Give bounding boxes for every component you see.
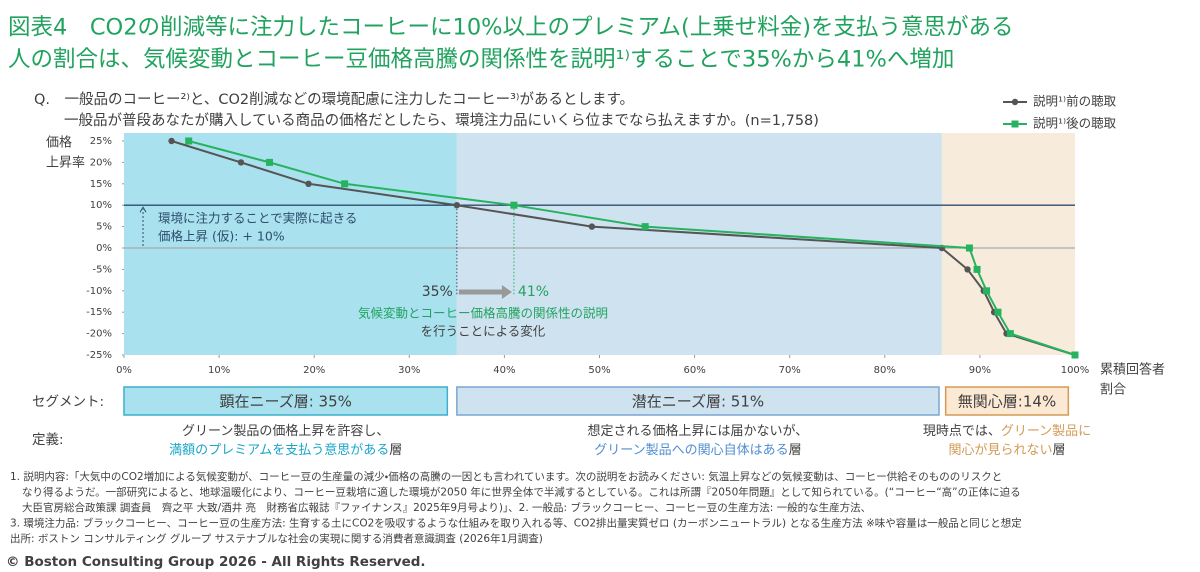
- y-tick-label: 10%: [90, 200, 112, 211]
- footnote: なり得るようだ。一部研究によると、地球温暖化により、コーヒー豆栽培に適した環境が…: [22, 486, 1021, 499]
- x-tick-label: 90%: [969, 365, 991, 376]
- y-tick-label: 20%: [90, 157, 112, 168]
- x-axis-label: 割合: [1100, 383, 1126, 398]
- segment-box: [944, 386, 1070, 416]
- marker: [588, 223, 596, 230]
- definition-text: 関心が見られない層: [948, 443, 1065, 458]
- x-axis-label: 累積回答者: [1100, 362, 1165, 378]
- definition-part: 想定される価格上昇には届かないが、: [588, 423, 809, 439]
- y-axis-label: 価格: [46, 135, 72, 151]
- footnote: 1. 説明内容:「大気中のCO2増加による気候変動が、コーヒー豆の生産量の減少・…: [10, 470, 1002, 483]
- segment-label: セグメント:: [32, 394, 104, 410]
- marker: [973, 265, 981, 273]
- reference-note: 価格上昇 (仮): + 10%: [158, 229, 285, 244]
- change-text: を行うことによる変化: [421, 324, 546, 339]
- definition-text: グリーン製品の価格上昇を許容し、: [182, 423, 389, 439]
- marker: [1006, 330, 1014, 338]
- definition-text: グリーン製品への関心自体はある層: [594, 443, 801, 458]
- definition-part: 満額のプレミアムを支払う意思がある: [169, 443, 389, 458]
- definition-part: 関心が見られない: [948, 443, 1052, 458]
- x-tick-label: 10%: [208, 365, 230, 376]
- segment-text: 顕在ニーズ層: 35%: [219, 393, 351, 411]
- marker: [341, 180, 349, 188]
- marker: [266, 158, 274, 166]
- definition-part: グリーン製品の価格上昇を許容し、: [182, 423, 389, 439]
- marker: [965, 244, 973, 252]
- y-tick-label: 25%: [90, 136, 112, 147]
- x-tick-label: 100%: [1061, 365, 1090, 376]
- x-tick-label: 30%: [398, 365, 420, 376]
- y-tick-label: -15%: [86, 307, 112, 318]
- marker: [237, 159, 245, 166]
- x-tick-label: 80%: [874, 365, 896, 376]
- change-from-label: 35%: [422, 284, 453, 300]
- y-tick-label: 5%: [96, 222, 112, 233]
- marker: [453, 202, 461, 209]
- reference-note: 環境に注力することで実際に起きる: [158, 211, 357, 226]
- footnote: 出所: ボストン コンサルティング グループ サステナブルな社会の実現に関する消…: [10, 532, 543, 545]
- x-tick-label: 20%: [303, 365, 325, 376]
- definition-label: 定義:: [32, 431, 64, 448]
- marker: [964, 266, 971, 273]
- definition-part: 層: [1053, 443, 1066, 458]
- change-text: 気候変動とコーヒー価格高騰の関係性の説明: [358, 306, 608, 321]
- change-arrow-head: [501, 285, 512, 299]
- marker: [1071, 351, 1079, 359]
- legend-label: 説明¹⁾後の聴取: [1033, 116, 1117, 131]
- segment-text: 潜在ニーズ層: 51%: [632, 393, 764, 411]
- footnote: 3. 環境注力品: ブラックコーヒー、コーヒー豆の生産方法: 生育する土にCO2…: [10, 517, 1022, 530]
- marker: [510, 201, 518, 209]
- y-tick-label: 15%: [90, 179, 112, 190]
- marker: [305, 180, 312, 187]
- question-line: 一般品が普段あなたが購入している商品の価格だとしたら、環境注力品にいくら位までな…: [64, 112, 819, 129]
- marker: [185, 137, 193, 145]
- title-line: 人の割合は、気候変動とコーヒー豆価格高騰の関係性を説明¹⁾することで35%から4…: [8, 47, 954, 73]
- definition-text: 満額のプレミアムを支払う意思がある層: [169, 443, 402, 458]
- copyright: © Boston Consulting Group 2026 - All Rig…: [6, 554, 426, 570]
- y-tick-label: -25%: [86, 350, 112, 361]
- segment-text: 無関心層:14%: [958, 393, 1056, 411]
- question-line: Q. 一般品のコーヒー²⁾と、CO2削減などの環境配慮に注力したコーヒー³⁾があ…: [34, 91, 634, 108]
- title-line: 図表4 CO2の削減等に注力したコーヒーに10%以上のプレミアム(上乗せ料金)を…: [8, 15, 1014, 41]
- marker: [168, 137, 175, 145]
- y-tick-label: -5%: [93, 264, 112, 275]
- definition-part: 層: [789, 443, 802, 458]
- x-tick-label: 50%: [588, 365, 610, 376]
- definition-part: グリーン製品への関心自体はある: [594, 443, 788, 458]
- segment-box: [123, 386, 449, 416]
- marker: [983, 287, 991, 295]
- legend-label: 説明¹⁾前の聴取: [1033, 94, 1117, 109]
- x-tick-label: 70%: [779, 365, 801, 376]
- definition-text: 現時点では、グリーン製品に: [923, 424, 1091, 439]
- legend-marker: [1011, 120, 1019, 128]
- x-tick-label: 60%: [683, 365, 705, 376]
- x-tick-label: 40%: [493, 365, 515, 376]
- change-to-label: 41%: [518, 284, 549, 300]
- legend-marker: [1011, 98, 1019, 106]
- y-tick-label: -20%: [86, 329, 112, 340]
- definition-part: 現時点では、: [923, 424, 1001, 439]
- segment-band: [124, 133, 457, 355]
- definition-part: グリーン製品に: [1001, 424, 1091, 439]
- segment-box: [456, 386, 940, 416]
- y-axis-label: 上昇率: [46, 156, 85, 171]
- reference-arrow-head: [139, 206, 147, 213]
- x-tick-label: 0%: [116, 365, 132, 376]
- segment-band: [941, 133, 1075, 355]
- definition-text: 想定される価格上昇には届かないが、: [588, 423, 809, 439]
- definition-part: 層: [389, 443, 402, 458]
- footnote: 大臣官房総合政策課 調査員 齊之平 大致/酒井 亮 財務省広報誌『ファイナンス』…: [22, 501, 871, 514]
- y-tick-label: 0%: [96, 243, 112, 254]
- marker: [994, 308, 1002, 316]
- marker: [641, 223, 649, 231]
- y-tick-label: -10%: [86, 286, 112, 297]
